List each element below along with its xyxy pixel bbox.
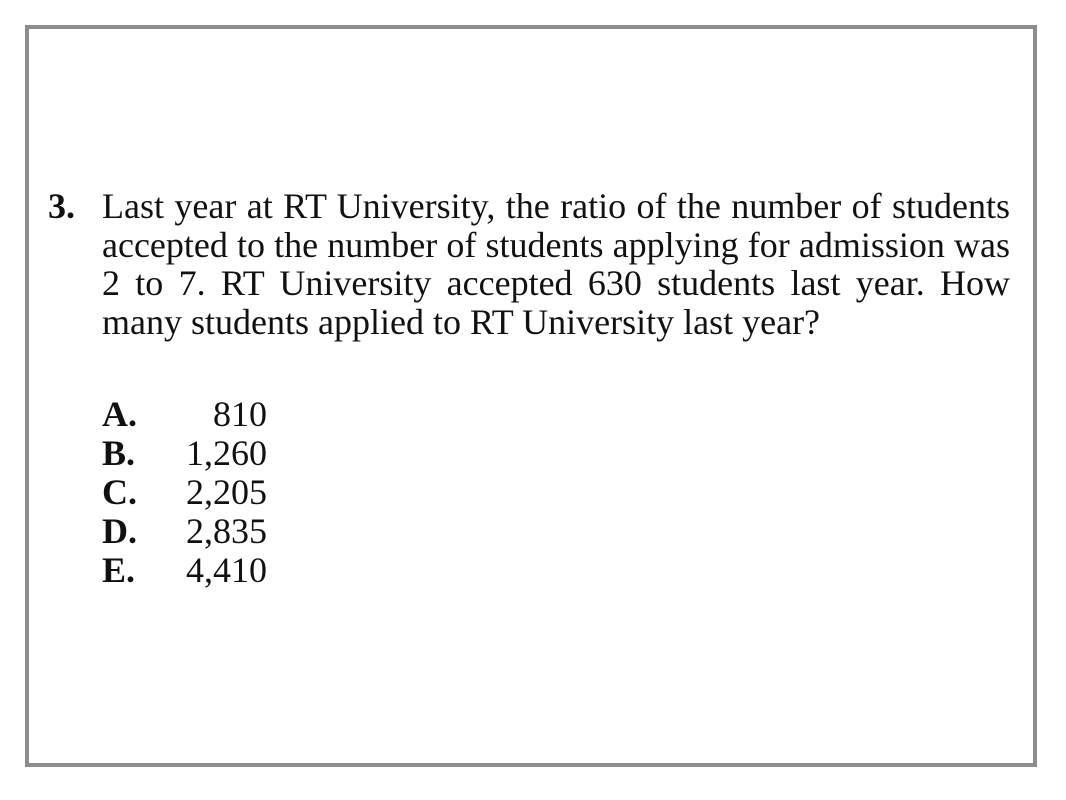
choice-value: 1,260: [186, 433, 267, 473]
choice-value: 2,835: [186, 511, 267, 551]
choice-letter: B.: [102, 433, 136, 473]
choice-letter: E.: [102, 550, 136, 590]
choice-c[interactable]: C. 2,205: [102, 473, 267, 512]
answer-choices: A. 810 B. 1,260 C. 2,205 D. 2,835 E. 4,4…: [102, 395, 267, 590]
question-text: Last year at RT University, the ratio of…: [102, 186, 1010, 342]
page-frame: [25, 25, 1037, 767]
choice-letter: A.: [102, 394, 137, 434]
choice-letter: C.: [102, 472, 137, 512]
choice-value: 2,205: [186, 472, 267, 512]
choice-a[interactable]: A. 810: [102, 395, 267, 434]
choice-b[interactable]: B. 1,260: [102, 434, 267, 473]
choice-letter: D.: [102, 511, 137, 551]
choice-value: 810: [213, 394, 267, 434]
choice-value: 4,410: [186, 550, 267, 590]
choice-e[interactable]: E. 4,410: [102, 551, 267, 590]
question-number: 3.: [48, 186, 75, 226]
choice-d[interactable]: D. 2,835: [102, 512, 267, 551]
